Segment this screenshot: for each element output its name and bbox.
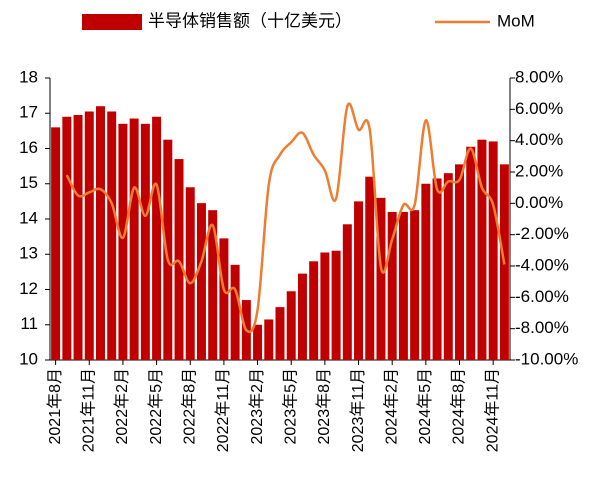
legend-swatch (82, 14, 142, 30)
bar (320, 252, 330, 360)
x-tick-label: 2023年11月 (349, 368, 367, 452)
bar (275, 307, 285, 360)
bar (432, 178, 442, 360)
x-tick-label: 2023年8月 (315, 368, 333, 445)
y2-tick-label: -2.00% (515, 224, 569, 243)
bar (309, 261, 319, 360)
bar (96, 106, 105, 360)
bar (253, 324, 263, 360)
bar (208, 210, 218, 360)
bar (342, 224, 352, 360)
bar (174, 159, 184, 360)
x-tick-label: 2021年11月 (79, 368, 97, 452)
line (65, 102, 506, 334)
x-tick-label: 2022年8月 (180, 368, 198, 445)
bar (118, 123, 128, 360)
x-tick-label: 2023年5月 (281, 368, 299, 445)
bar (264, 319, 274, 360)
y-tick-label: 17 (19, 103, 38, 122)
bar (129, 118, 139, 360)
bar (107, 111, 117, 360)
bar (73, 115, 83, 360)
bar (387, 211, 397, 360)
y-tick-label: 16 (19, 138, 38, 157)
y-tick-label: 15 (19, 173, 38, 192)
y2-tick-label: -6.00% (515, 287, 569, 306)
y-tick-label: 12 (19, 279, 38, 298)
x-tick-label: 2021年8月 (46, 368, 64, 445)
bar (410, 210, 420, 360)
bar (219, 238, 229, 360)
bar (62, 116, 72, 361)
bar (398, 211, 408, 360)
y2-tick-label: 0.00% (515, 193, 563, 212)
bar (466, 146, 476, 360)
y2-tick-label: 6.00% (515, 99, 563, 118)
y-tick-label: 14 (19, 208, 38, 227)
y-tick-label: 18 (19, 67, 38, 86)
x-tick-label: 2024年8月 (450, 368, 468, 445)
y2-tick-label: 2.00% (515, 161, 563, 180)
bar (354, 201, 364, 360)
y-tick-label: 11 (20, 314, 38, 333)
x-tick-label: 2023年2月 (248, 368, 266, 445)
bar (477, 139, 487, 360)
bar (488, 141, 498, 360)
y2-tick-label: 4.00% (515, 130, 563, 149)
y2-tick-label: -4.00% (515, 255, 569, 274)
y2-tick-label: -10.00% (515, 349, 578, 368)
bar (84, 111, 94, 360)
x-tick-label: 2022年5月 (147, 368, 165, 445)
x-tick-label: 2024年11月 (483, 368, 501, 452)
bar (163, 139, 173, 360)
x-tick-label: 2024年5月 (416, 368, 434, 445)
bar (455, 164, 464, 360)
bar (152, 116, 162, 361)
legend-label: 半导体销售额（十亿美元） (148, 11, 352, 30)
bar (185, 187, 195, 360)
x-tick-label: 2022年2月 (113, 368, 131, 445)
legend-label: MoM (497, 11, 535, 30)
bar (365, 176, 375, 360)
y-tick-label: 10 (19, 349, 38, 368)
bar (230, 264, 240, 360)
x-tick-label: 2024年2月 (382, 368, 400, 445)
bar (421, 183, 431, 360)
bar (140, 123, 150, 360)
bar (443, 173, 453, 360)
x-tick-label: 2022年11月 (214, 368, 232, 452)
y-tick-label: 13 (19, 244, 38, 263)
bar (51, 127, 61, 360)
bar (286, 291, 296, 360)
bar (297, 273, 307, 360)
bar (196, 203, 206, 360)
bar (376, 197, 386, 360)
y2-tick-label: -8.00% (515, 318, 569, 337)
y2-tick-label: 8.00% (515, 67, 563, 86)
bar (331, 250, 341, 360)
